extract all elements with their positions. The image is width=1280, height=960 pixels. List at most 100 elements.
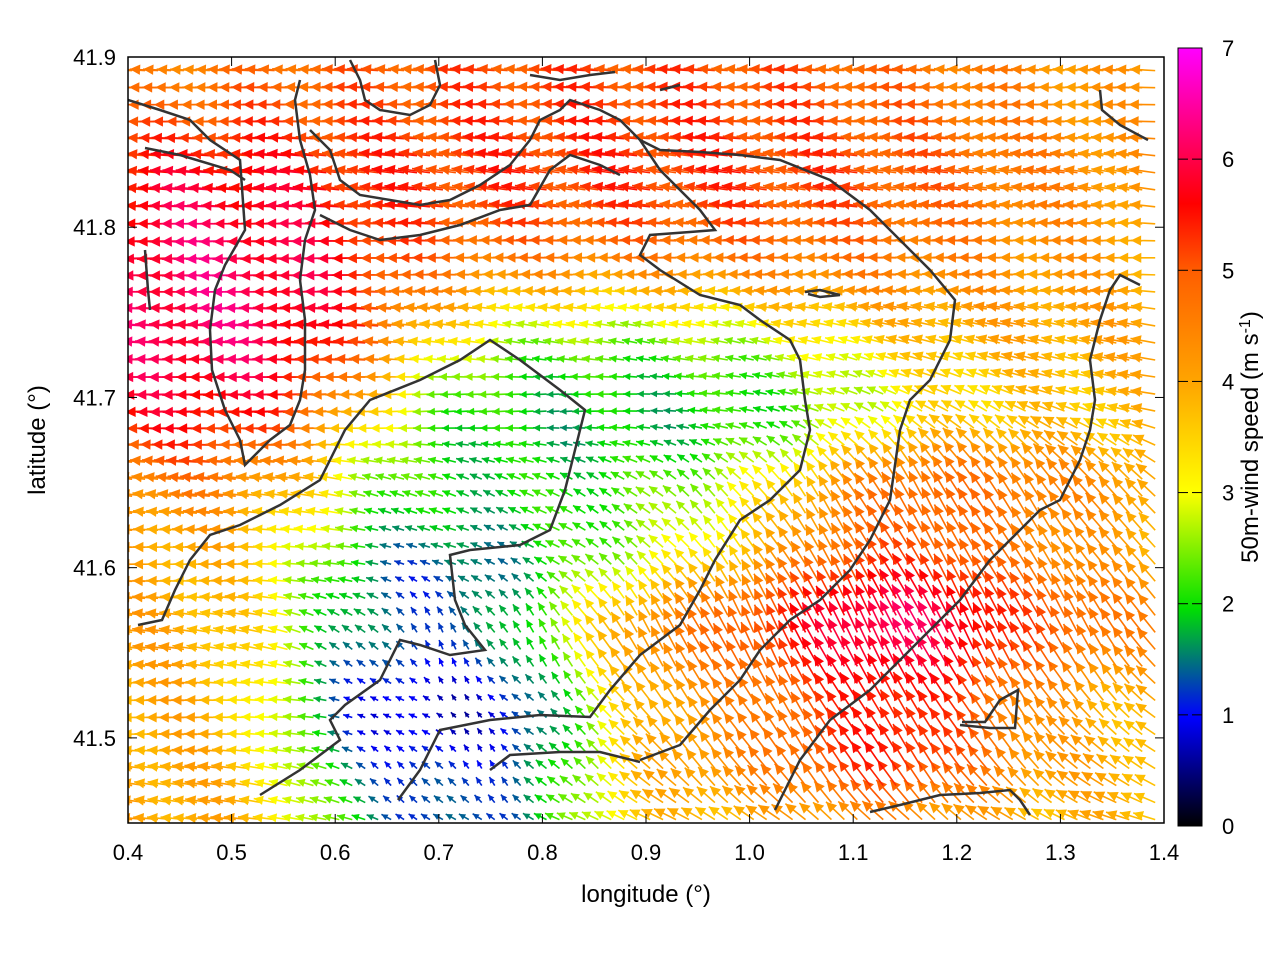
wind-vector-head [368,624,376,632]
wind-vector-head [481,456,490,464]
wind-vector-head [699,678,710,690]
wind-vector-head [843,554,853,566]
wind-vector-head [957,488,968,500]
wind-vector-head [1126,511,1137,523]
wind-vector-head [911,334,923,345]
wind-vector-head [382,696,390,702]
wind-vector-head [739,466,749,476]
wind-vector-head [752,389,761,397]
wind-vector-head [1023,457,1034,470]
wind-vector-head [777,710,788,722]
wind-vector-head [461,777,469,785]
wind-vector-head [827,742,838,754]
wind-vector-head [496,507,504,514]
wind-vector-head [648,502,658,511]
wind-vector-head [184,712,195,723]
wind-vector-head [1123,737,1135,748]
wind-vector-head [518,355,527,363]
wind-vector-head [907,521,918,533]
wind-vector-head [238,336,249,347]
wind-vector-head [484,558,492,565]
wind-vector-head [1137,479,1149,491]
wind-vector-head [802,762,813,774]
wind-vector-head [1055,385,1067,396]
wind-vector-head [455,440,464,448]
wind-vector-head [239,642,251,652]
wind-vector-head [1082,402,1094,412]
wind-vector-head [608,701,619,712]
wind-vector-head [735,319,745,329]
wind-vector-head [348,472,358,482]
wind-vector-head [776,745,787,757]
wind-vector-head [1024,489,1035,502]
wind-vector-head [997,489,1008,501]
wind-vector-head [687,406,696,415]
wind-vector-head [658,337,668,346]
wind-vector-head [311,745,320,754]
wind-vector-head [1028,385,1040,395]
wind-vector-head [1020,429,1032,440]
wind-vector-head [252,319,264,330]
wind-vector-head [1051,541,1061,554]
wind-vector-head [410,372,420,382]
wind-vector-head [612,581,622,592]
wind-vector-head [323,371,334,383]
wind-vector-head [513,302,523,312]
wind-vector-head [778,692,789,705]
wind-vector-head [880,635,891,648]
wind-vector-head [450,622,457,630]
wind-vector-head [934,487,944,500]
wind-vector-head [519,373,527,381]
wind-vector-head [760,764,772,776]
wind-vector-head [1101,644,1112,656]
wind-vector-head [944,636,955,649]
wind-vector-head [608,736,619,747]
wind-vector-head [752,512,763,523]
wind-vector-head [1096,754,1108,765]
wind-vector-head [683,336,693,346]
wind-vector-head [310,762,320,770]
wind-vector-head [813,370,823,379]
wind-vector-head [160,795,172,806]
wind-vector-head [764,543,776,555]
wind-vector-head [1076,574,1087,587]
wind-vector-head [1085,476,1097,488]
wind-vector-head [790,404,799,413]
wind-vector-head [894,504,905,517]
wind-vector-head [483,490,491,497]
wind-vector-head [638,579,648,591]
wind-vector-head [464,657,470,665]
wind-vector-head [581,355,591,363]
wind-vector-head [695,807,707,817]
wind-vector-head [563,302,574,313]
wind-vector-head [470,524,478,532]
wind-vector-head [174,302,186,314]
wind-vector-head [669,787,681,799]
wind-vector-head [333,336,344,347]
wind-vector-head [836,318,847,328]
wind-vector-head [282,712,292,721]
wind-vector-head [803,571,813,583]
wind-vector-head [892,600,902,613]
wind-vector-head [294,354,306,365]
wind-vector-head [363,490,372,498]
wind-vector-head [1100,682,1112,694]
wind-vector-head [204,423,216,434]
wind-vector-head [673,731,685,744]
wind-vector-head [1135,463,1148,475]
wind-vector-head [487,694,495,701]
wind-vector-head [991,384,1003,394]
wind-vector-head [366,814,375,821]
wind-vector-head [370,696,377,702]
wind-vector-head [519,472,528,480]
wind-vector-head [335,542,345,551]
wind-vector-head [854,505,865,518]
wind-vector-head [309,559,319,568]
wind-vector-head [548,586,557,595]
wind-vector-head [841,635,851,648]
wind-vector-head [675,642,686,654]
wind-vector-head [499,813,507,820]
wind-vector-head [1090,301,1102,312]
wind-vector-head [447,591,455,598]
wind-vector-head [560,456,568,464]
